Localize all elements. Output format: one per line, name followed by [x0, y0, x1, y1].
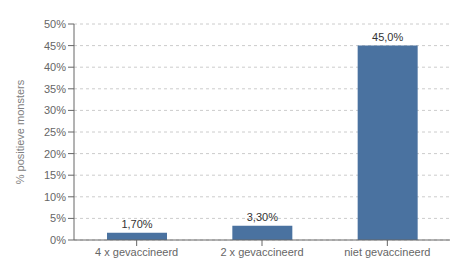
svg-text:40%: 40%: [44, 61, 66, 73]
svg-text:50%: 50%: [44, 18, 66, 30]
svg-text:niet gevaccineerd: niet gevaccineerd: [344, 246, 430, 258]
svg-text:4 x gevaccineerd: 4 x gevaccineerd: [95, 246, 178, 258]
svg-text:1,70%: 1,70%: [121, 218, 152, 230]
svg-text:10%: 10%: [44, 191, 66, 203]
svg-text:15%: 15%: [44, 169, 66, 181]
svg-text:2 x gevaccineerd: 2 x gevaccineerd: [220, 246, 303, 258]
svg-text:30%: 30%: [44, 104, 66, 116]
svg-text:% positieve monsters: % positieve monsters: [14, 79, 26, 184]
svg-text:45,0%: 45,0%: [372, 31, 403, 43]
svg-text:5%: 5%: [50, 212, 66, 224]
svg-text:45%: 45%: [44, 40, 66, 52]
svg-text:35%: 35%: [44, 83, 66, 95]
svg-text:0%: 0%: [50, 234, 66, 246]
svg-text:25%: 25%: [44, 126, 66, 138]
svg-text:20%: 20%: [44, 148, 66, 160]
svg-text:3,30%: 3,30%: [247, 211, 278, 223]
